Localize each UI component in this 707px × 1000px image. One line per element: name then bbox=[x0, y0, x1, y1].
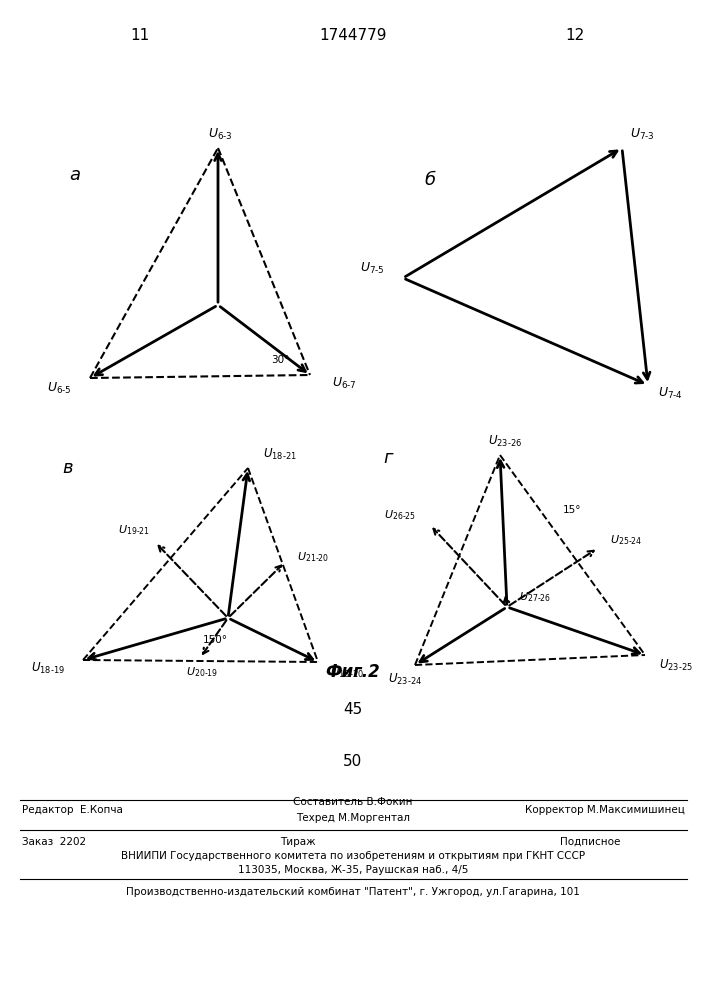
Text: 12: 12 bbox=[566, 27, 585, 42]
Text: $U_{23\text{-}24}$: $U_{23\text{-}24}$ bbox=[388, 671, 422, 687]
Text: 150°: 150° bbox=[202, 635, 228, 645]
Text: $U_{6\text{-}3}$: $U_{6\text{-}3}$ bbox=[208, 126, 233, 142]
Text: Редактор  Е.Копча: Редактор Е.Копча bbox=[22, 805, 123, 815]
Text: $U_{7\text{-}3}$: $U_{7\text{-}3}$ bbox=[630, 126, 655, 142]
Text: $U_{20\text{-}19}$: $U_{20\text{-}19}$ bbox=[186, 665, 218, 679]
Text: $U_{6\text{-}7}$: $U_{6\text{-}7}$ bbox=[332, 375, 357, 391]
Text: $U_{25\text{-}24}$: $U_{25\text{-}24}$ bbox=[610, 533, 643, 547]
Text: Производственно-издательский комбинат "Патент", г. Ужгород, ул.Гагарина, 101: Производственно-издательский комбинат "П… bbox=[126, 887, 580, 897]
Text: Заказ  2202: Заказ 2202 bbox=[22, 837, 86, 847]
Text: $U_{21\text{-}20}$: $U_{21\text{-}20}$ bbox=[297, 550, 329, 564]
Text: $U_{23\text{-}25}$: $U_{23\text{-}25}$ bbox=[659, 657, 693, 673]
Text: в: в bbox=[63, 459, 74, 477]
Text: $U_{23\text{-}26}$: $U_{23\text{-}26}$ bbox=[488, 433, 522, 449]
Text: Тираж: Тираж bbox=[280, 837, 315, 847]
Text: $U_{18\text{-}20}$: $U_{18\text{-}20}$ bbox=[330, 664, 364, 680]
Text: 1744779: 1744779 bbox=[320, 27, 387, 42]
Text: 30°: 30° bbox=[271, 355, 289, 365]
Text: Составитель В.Фокин: Составитель В.Фокин bbox=[293, 797, 413, 807]
Text: $U_{7\text{-}4}$: $U_{7\text{-}4}$ bbox=[658, 385, 683, 401]
Text: 113035, Москва, Ж-35, Раушская наб., 4/5: 113035, Москва, Ж-35, Раушская наб., 4/5 bbox=[238, 865, 468, 875]
Text: $U_{6\text{-}5}$: $U_{6\text{-}5}$ bbox=[47, 380, 72, 396]
Text: Корректор М.Максимишинец: Корректор М.Максимишинец bbox=[525, 805, 685, 815]
Text: Подписное: Подписное bbox=[560, 837, 620, 847]
Text: $U_{7\text{-}5}$: $U_{7\text{-}5}$ bbox=[361, 260, 385, 276]
Text: $U_{18\text{-}19}$: $U_{18\text{-}19}$ bbox=[31, 660, 65, 676]
Text: 50: 50 bbox=[344, 754, 363, 770]
Text: Фиг.2: Фиг.2 bbox=[326, 663, 380, 681]
Text: 15°: 15° bbox=[563, 505, 581, 515]
Text: $U_{26\text{-}25}$: $U_{26\text{-}25}$ bbox=[384, 508, 416, 522]
Text: ВНИИПИ Государственного комитета по изобретениям и открытиям при ГКНТ СССР: ВНИИПИ Государственного комитета по изоб… bbox=[121, 851, 585, 861]
Text: $U_{18\text{-}21}$: $U_{18\text{-}21}$ bbox=[263, 446, 297, 462]
Text: г: г bbox=[383, 449, 393, 467]
Text: 11: 11 bbox=[130, 27, 150, 42]
Text: б: б bbox=[424, 171, 436, 189]
Text: Техред М.Моргентал: Техред М.Моргентал bbox=[296, 813, 410, 823]
Text: $U_{19\text{-}21}$: $U_{19\text{-}21}$ bbox=[118, 523, 150, 537]
Text: 45: 45 bbox=[344, 702, 363, 718]
Text: $U_{27\text{-}26}$: $U_{27\text{-}26}$ bbox=[519, 590, 551, 604]
Text: а: а bbox=[69, 166, 81, 184]
